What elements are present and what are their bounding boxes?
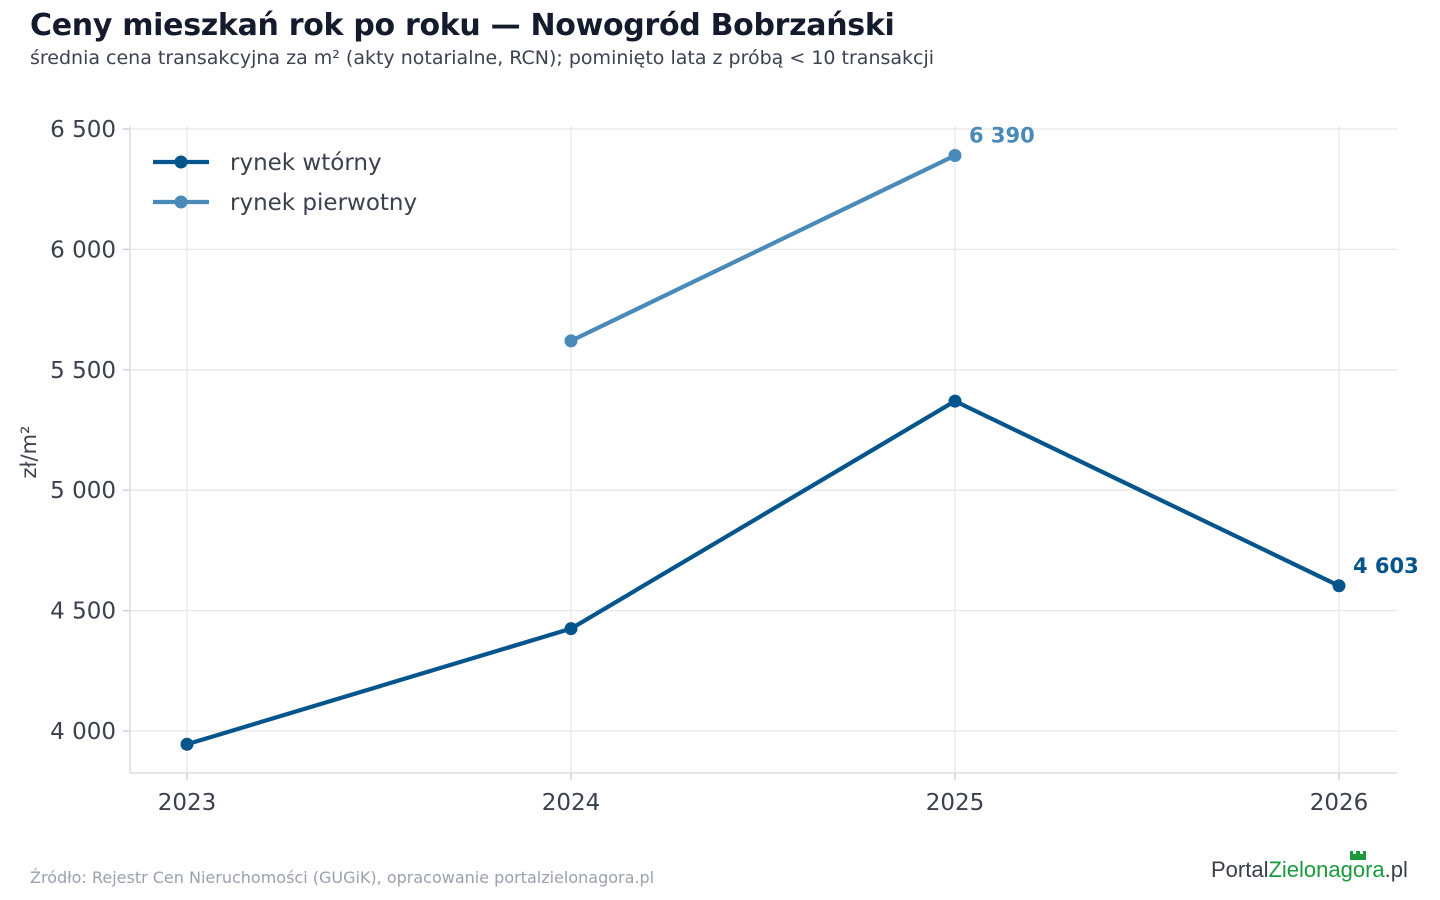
portal-logo: PortalZielonagora.pl <box>1211 851 1408 883</box>
castle-tower-icon <box>1350 851 1366 860</box>
y-axis-label: zł/m² <box>17 426 41 479</box>
legend-swatch-marker <box>174 195 188 209</box>
x-tick-label: 2025 <box>926 790 985 816</box>
logo-text-portal: Portal <box>1211 857 1269 882</box>
y-tick-label: 5 000 <box>50 478 116 504</box>
y-tick-label: 6 500 <box>50 117 116 143</box>
logo-text-zielonagora: Zielonagora <box>1268 857 1385 882</box>
series-layer: 4 603 6 390 <box>180 123 1419 751</box>
y-tick-label: 6 000 <box>50 237 116 263</box>
axes-layer: 4 000 4 500 5 000 5 500 6 000 6 500 2023 2024 20… <box>17 117 1397 816</box>
x-tick-label: 2026 <box>1310 790 1369 816</box>
legend-label: rynek wtórny <box>230 150 382 176</box>
end-value-label: 6 390 <box>969 123 1035 147</box>
data-point <box>180 737 194 751</box>
source-note: Źródło: Rejestr Cen Nieruchomości (GUGiK… <box>30 868 655 887</box>
series-line-0 <box>184 399 1342 747</box>
chart-subtitle: średnia cena transakcyjna za m² (akty no… <box>30 47 935 69</box>
data-point <box>948 148 962 162</box>
data-point <box>564 334 578 348</box>
y-tick-label: 4 500 <box>50 599 116 625</box>
end-value-label: 4 603 <box>1353 554 1419 578</box>
y-tick-label: 5 500 <box>50 358 116 384</box>
chart-title: Ceny mieszkań rok po roku — Nowogród Bob… <box>30 8 895 43</box>
y-tick-label: 4 000 <box>50 719 116 745</box>
legend-swatch-marker <box>174 155 188 169</box>
series-line-1 <box>568 153 958 344</box>
data-point <box>564 622 578 636</box>
legend-label: rynek pierwotny <box>230 190 417 216</box>
chart-legend: rynek wtórny rynek pierwotny <box>153 150 417 216</box>
x-tick-label: 2023 <box>158 790 217 816</box>
data-point <box>948 394 962 408</box>
grid-layer <box>130 126 1397 773</box>
data-point <box>1332 579 1346 593</box>
logo-text-pl: .pl <box>1384 857 1408 882</box>
x-tick-label: 2024 <box>542 790 601 816</box>
